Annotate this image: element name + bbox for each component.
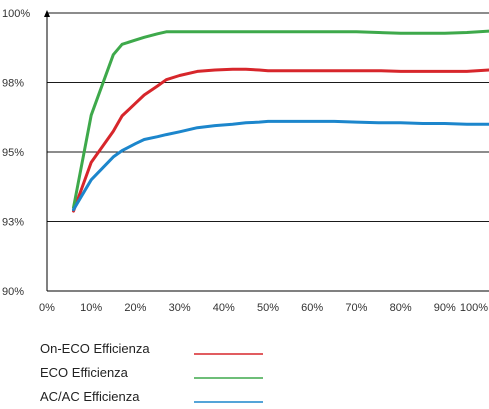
x-tick-label: 100% bbox=[460, 302, 488, 314]
x-tick-label: 40% bbox=[213, 302, 235, 314]
x-tick-label: 30% bbox=[169, 302, 191, 314]
x-tick-label: 20% bbox=[124, 302, 146, 314]
grid-layer bbox=[47, 12, 489, 222]
series-line-2 bbox=[72, 119, 489, 212]
x-tick-label: 10% bbox=[80, 302, 102, 314]
legend-label: ECO Efficienza bbox=[40, 365, 129, 380]
y-tick-label: 93% bbox=[2, 217, 24, 229]
y-axis-arrow-icon bbox=[44, 10, 50, 17]
series-line-1 bbox=[72, 29, 489, 210]
y-tick-label: 100% bbox=[2, 8, 30, 20]
legend-label: AC/AC Efficienza bbox=[40, 389, 140, 404]
series-line-0 bbox=[72, 67, 489, 213]
x-tick-label: 90% bbox=[434, 302, 456, 314]
y-tick-label: 90% bbox=[2, 286, 24, 298]
x-tick-label: 60% bbox=[301, 302, 323, 314]
y-tick-label: 95% bbox=[2, 147, 24, 159]
tick-layer: 90% 93% 95% 98% 100% 0% 10% 20% 30% 40% 50% 60% 70% 8… bbox=[2, 8, 488, 314]
legend-label: On-ECO Efficienza bbox=[40, 341, 150, 356]
x-tick-label: 0% bbox=[39, 302, 55, 314]
x-tick-label: 70% bbox=[345, 302, 367, 314]
y-tick-label: 98% bbox=[2, 78, 24, 90]
x-tick-label: 80% bbox=[390, 302, 412, 314]
legend: On-ECO Efficienza ECO Efficienza AC/AC Eff… bbox=[40, 341, 263, 404]
series-layer bbox=[72, 29, 489, 213]
x-tick-label: 50% bbox=[257, 302, 279, 314]
axis-layer bbox=[44, 10, 489, 292]
